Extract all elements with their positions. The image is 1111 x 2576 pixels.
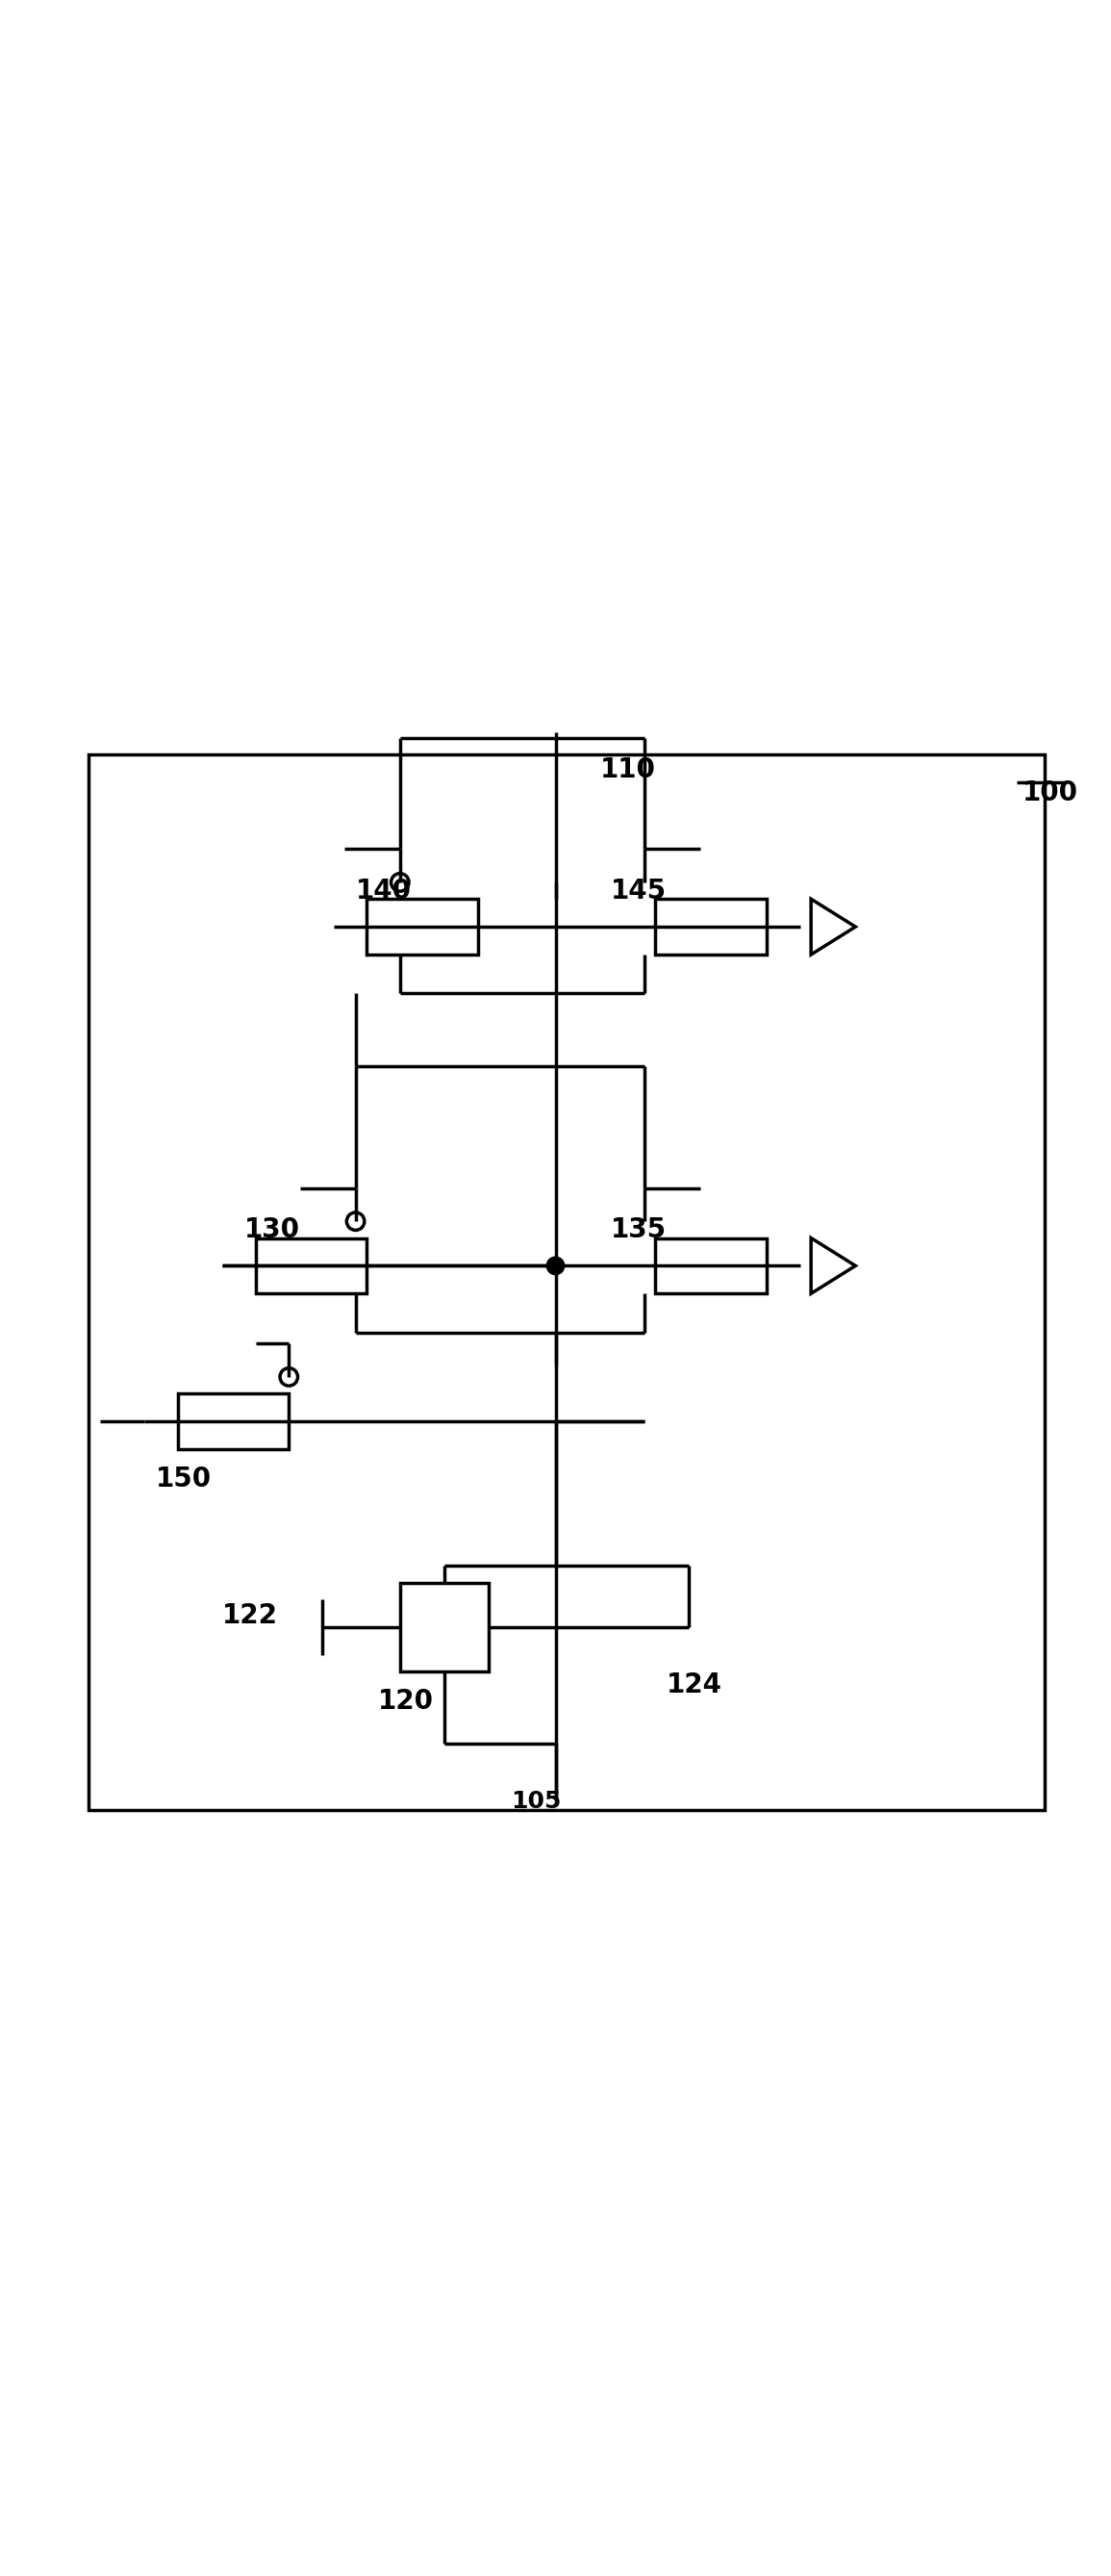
Circle shape (347, 1213, 364, 1231)
Text: 120: 120 (378, 1687, 433, 1716)
Bar (367, 899, 478, 956)
Text: 145: 145 (611, 878, 667, 904)
Bar (655, 899, 767, 956)
Text: 140: 140 (356, 878, 411, 904)
Bar (400, 1582, 489, 1672)
Text: 110: 110 (600, 757, 655, 783)
Text: 124: 124 (667, 1672, 722, 1698)
Polygon shape (811, 1239, 855, 1293)
Bar (89, 755, 1044, 1811)
Text: 122: 122 (222, 1602, 278, 1631)
Bar (256, 1239, 367, 1293)
Text: 105: 105 (511, 1790, 561, 1814)
Circle shape (391, 873, 409, 891)
Text: 100: 100 (1022, 778, 1078, 806)
Polygon shape (811, 899, 855, 956)
Circle shape (547, 1257, 564, 1275)
Bar (178, 1394, 289, 1450)
Text: 150: 150 (156, 1466, 211, 1492)
Bar (655, 1239, 767, 1293)
Circle shape (280, 1368, 298, 1386)
Text: 135: 135 (611, 1216, 667, 1244)
Text: 130: 130 (244, 1216, 300, 1244)
